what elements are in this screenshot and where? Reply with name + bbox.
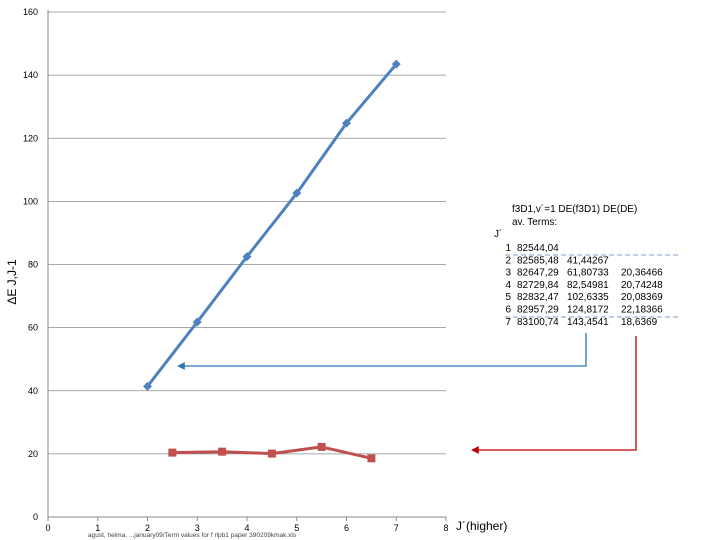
annotation-row-j: 1 [505,243,511,254]
series-1-point [242,252,252,262]
source-footnote: agust, heima, ...january09/Term values f… [88,532,297,539]
series-1-point [292,188,302,198]
gridlines [48,11,446,455]
annotation-row-j: 3 [505,268,511,279]
y-tick-label: 100 [23,196,38,206]
annotation-row-j: 2 [505,255,511,266]
annotation-row-dde: 20,08369 [621,292,663,303]
series-2-point [218,447,227,456]
annotation-row-dde: 20,74248 [621,280,663,291]
annotation-row-j: 7 [505,317,511,328]
series-layer [143,59,401,463]
annotation-row-term: 82647,29 [517,268,559,279]
x-tick-labels: 0 1 2 3 4 5 6 7 8 [45,517,449,533]
series-1-point [192,317,202,327]
annotation-row-dde: 20,36466 [621,268,663,279]
annotation-row-de: 143,4541 [567,317,609,328]
annotation-j-header: J´ [494,228,502,240]
annotation-row-j: 4 [505,280,511,291]
blue-arrow-connector [176,333,587,370]
x-tick-label: 2 [145,523,150,533]
series-1-point [342,118,351,128]
x-tick-label: 8 [443,523,448,533]
x-tick-label: 3 [195,523,200,533]
series-1-point [143,381,152,391]
y-tick-label: 120 [23,133,38,143]
annotation-row-de: 61,80733 [567,268,609,279]
y-tick-label: 160 [23,7,38,17]
series-2-point [367,454,376,463]
y-tick-label: 20 [28,449,38,459]
annotation-row-dde: 18,6369 [621,317,658,328]
y-tick-label: 0 [33,512,38,522]
x-tick-label: 7 [394,523,399,533]
annotation-row-term: 82585,48 [517,255,559,266]
annotation-row-term: 82544,04 [517,243,559,254]
series-1-point [391,59,401,69]
x-axis-title: J´(higher) [456,519,507,533]
y-tick-label: 40 [28,386,38,396]
annotation-row-de: 124,8172 [567,305,609,316]
x-tick-label: 6 [344,523,349,533]
y-axis-title-text: ΔE J,J-1 [5,259,19,305]
series-1-line [146,63,398,388]
series-2-point [168,448,177,457]
series-2-point [317,442,326,451]
annotation-header-2: av. Terms: [512,217,557,228]
x-tick-label: 5 [294,523,299,533]
annotation-row-de: 102,6335 [567,292,609,303]
y-tick-labels: 0 20 40 60 80 100 120 140 160 [23,7,38,522]
annotation-row-de: 41,44267 [567,255,609,266]
red-arrow-connector [470,336,637,454]
annotation-row-term: 82957,29 [517,305,559,316]
annotation-row-term: 83100,74 [517,317,559,328]
series-2-point [267,449,276,458]
y-tick-label: 140 [23,70,38,80]
annotation-header-1: f3D1,v´=1 DE(f3D1) DE(DE) [512,203,637,215]
x-tick-label: 1 [95,523,100,533]
annotation-table: f3D1,v´=1 DE(f3D1) DE(DE) av. Terms: J´ … [494,203,680,328]
annotation-row-de: 82,54981 [567,280,609,291]
annotation-row-dde: 22,18366 [621,305,663,316]
y-axis-title: ΔE J,J-1 [5,259,19,305]
annotation-row-j: 5 [505,292,511,303]
y-tick-label: 80 [28,260,38,270]
x-tick-label: 0 [45,523,50,533]
annotation-row-term: 82729,84 [517,280,559,291]
annotation-rows: 1 82544,04 2 82585,48 41,44267 3 82647,29 61,80… [505,243,663,328]
annotation-row-j: 6 [505,305,511,316]
x-tick-label: 4 [244,523,249,533]
annotation-row-term: 82832,47 [517,292,559,303]
y-tick-label: 60 [28,323,38,333]
